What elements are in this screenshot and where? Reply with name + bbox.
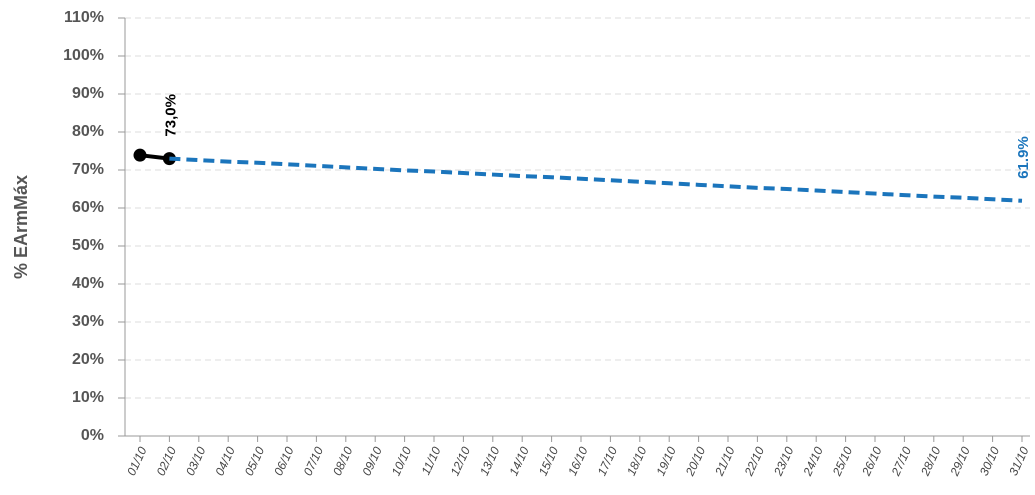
- data-label: 61.9%: [1015, 136, 1032, 179]
- y-tick-label: 100%: [63, 47, 104, 64]
- y-tick-label: 70%: [72, 161, 104, 178]
- x-tick-label: 09/10: [359, 444, 385, 477]
- x-tick-label: 15/10: [536, 444, 562, 477]
- data-label: 73,0%: [162, 94, 179, 137]
- x-tick-label: 07/10: [301, 444, 327, 477]
- x-tick-label: 02/10: [154, 444, 180, 477]
- y-tick-label: 80%: [72, 123, 104, 140]
- y-tick-label: 40%: [72, 275, 104, 292]
- x-tick-label: 18/10: [624, 444, 650, 477]
- y-tick-label: 20%: [72, 351, 104, 368]
- x-tick-label: 06/10: [271, 444, 297, 477]
- x-tick-label: 20/10: [682, 444, 708, 478]
- x-tick-label: 13/10: [477, 444, 503, 477]
- y-tick-label: 90%: [72, 85, 104, 102]
- x-tick-label: 08/10: [330, 444, 356, 477]
- x-tick-label: 27/10: [888, 444, 914, 478]
- x-tick-label: 01/10: [124, 444, 150, 477]
- x-tick-label: 31/10: [1006, 444, 1032, 477]
- series-line: [169, 156, 1023, 203]
- x-tick-label: 22/10: [741, 444, 767, 478]
- x-tick-label: 30/10: [977, 444, 1003, 477]
- y-tick-label: 110%: [64, 9, 104, 26]
- y-axis-title: % EArmMáx: [11, 175, 31, 279]
- x-tick-label: 19/10: [653, 444, 679, 477]
- x-tick-label: 16/10: [565, 444, 591, 477]
- x-tick-label: 12/10: [448, 444, 474, 477]
- x-tick-label: 17/10: [595, 444, 621, 477]
- x-tick-label: 25/10: [829, 444, 855, 478]
- x-tick-label: 28/10: [918, 444, 944, 478]
- y-tick-label: 0%: [81, 427, 104, 444]
- x-tick-label: 26/10: [859, 444, 885, 478]
- x-tick-label: 10/10: [389, 444, 415, 477]
- marker: [133, 148, 147, 162]
- x-tick-label: 11/10: [419, 444, 444, 477]
- x-tick-label: 05/10: [242, 444, 268, 477]
- y-tick-label: 50%: [72, 237, 104, 254]
- x-tick-label: 24/10: [800, 444, 826, 478]
- y-tick-label: 10%: [72, 389, 104, 406]
- y-tick-label: 60%: [72, 199, 104, 216]
- x-tick-label: 21/10: [712, 444, 738, 478]
- y-tick-label: 30%: [72, 313, 104, 330]
- x-tick-label: 04/10: [212, 444, 238, 477]
- x-tick-label: 23/10: [771, 444, 797, 478]
- x-tick-label: 03/10: [183, 444, 209, 477]
- x-tick-label: 29/10: [947, 444, 973, 478]
- x-tick-label: 14/10: [506, 444, 532, 477]
